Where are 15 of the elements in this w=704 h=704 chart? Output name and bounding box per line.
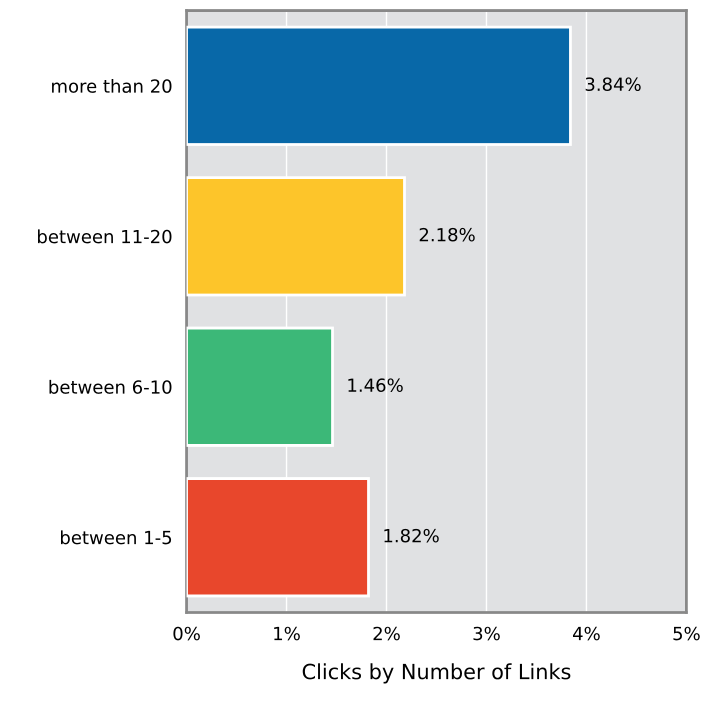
y-tick-label: between 6-10: [50, 380, 172, 394]
y-tick-label: between 11-20: [38, 229, 172, 244]
data-label: 3.84%: [586, 77, 641, 92]
x-tick-label: 4%: [572, 626, 600, 640]
x-tick-label: 5%: [673, 626, 700, 640]
data-label: 2.18%: [420, 228, 475, 242]
x-tick-label: 1%: [274, 626, 300, 640]
y-tick-label: between 1-5: [61, 530, 172, 544]
x-tick-label: 2%: [373, 626, 400, 640]
x-tick-label: 3%: [474, 626, 500, 640]
x-axis-title: Clicks by Number of Links: [302, 663, 570, 684]
data-label: 1.82%: [384, 528, 439, 542]
data-label: 1.46%: [348, 378, 403, 392]
x-tick-label: 0%: [173, 626, 200, 640]
y-tick-label: more than 20: [52, 78, 172, 93]
